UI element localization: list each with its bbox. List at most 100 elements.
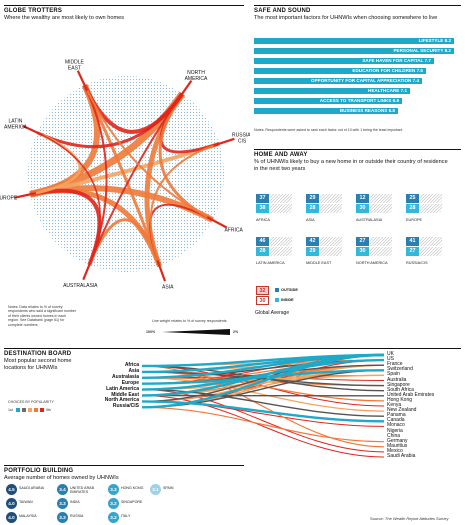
portfolio-value: 3.3: [57, 498, 68, 509]
region-spoke: [206, 216, 228, 229]
inside-value: 27: [406, 247, 419, 256]
region-spoke: [22, 124, 44, 137]
outside-value: 41: [406, 237, 419, 246]
portfolio-title: PORTFOLIO BUILDING: [4, 468, 74, 474]
portfolio-country: UNITED ARAB EMIRATES: [70, 485, 94, 494]
home-cell: 12 30: [356, 194, 394, 213]
outside-swatch: [275, 288, 279, 292]
outside-fill: [320, 194, 342, 203]
outside-fill: [420, 194, 442, 203]
home-region-label: NORTH AMERICA: [356, 261, 388, 265]
outside-value: 46: [256, 237, 269, 246]
destination-label: China: [387, 432, 401, 439]
chord-line: [36, 92, 184, 149]
safe-notes: Notes: Respondents were asked to rank ea…: [254, 128, 403, 132]
portfolio-item: 3.4 UNITED ARAB EMIRATES: [57, 484, 107, 495]
destination-label: Kenya: [387, 402, 402, 408]
home-cell: 29 28: [306, 194, 344, 213]
home-region-label: EUROPE: [406, 218, 423, 222]
outside-fill: [320, 237, 342, 246]
origin-label: Latin America: [106, 385, 139, 392]
portfolio-country: RUSSIA: [70, 513, 84, 518]
portfolio-value: 4.5: [6, 484, 17, 495]
portfolio-item: 4.0 MALAYSIA: [6, 512, 56, 523]
inside-fill: [320, 247, 342, 256]
dest-title: DESTINATION BOARD: [4, 351, 72, 357]
global-inside: 30: [256, 296, 269, 305]
portfolio-country: MALAYSIA: [19, 513, 37, 518]
destination-label: Canada: [387, 417, 405, 424]
home-cell: 46 28: [256, 237, 294, 256]
factor-bar: SAFE HAVEN FOR CAPITAL 7.7: [254, 58, 434, 65]
region-spoke: [82, 258, 93, 281]
inside-fill: [320, 204, 342, 213]
inside-value: 38: [256, 204, 269, 213]
home-cell: 37 38: [256, 194, 294, 213]
line-weight-legend-title: Line weight relates to % of survey respo…: [152, 319, 227, 323]
portfolio-value: 3.2: [108, 512, 119, 523]
portfolio-value: 3.1: [150, 484, 161, 495]
inside-legend: INSIDE: [275, 298, 294, 302]
outside-fill: [270, 237, 292, 246]
portfolio-country: SAUDI ARABIA: [19, 485, 44, 490]
outside-value: 29: [306, 194, 319, 203]
home-region-label: ASIA: [306, 218, 315, 222]
outside-label: OUTSIDE: [281, 288, 298, 292]
home-region-label: RUSSIA/CIS: [406, 261, 428, 265]
origin-label: Europe: [121, 379, 139, 386]
portfolio-item: 3.3 RUSSIA: [57, 512, 107, 523]
region-label: MIDDLE EAST: [65, 59, 85, 71]
globe-subtitle: Where the wealthy are most likely to own…: [4, 15, 125, 21]
flow-line: [141, 388, 385, 417]
destination-label: Hong Kong: [387, 396, 413, 403]
inside-fill: [420, 247, 442, 256]
portfolio-item: 3.2 ITALY: [108, 512, 158, 523]
factor-bar: HEALTHCARE 7.1: [254, 88, 410, 95]
destination-label: Monaco: [387, 422, 405, 429]
factor-bar: ACCESS TO TRANSPORT LINKS 6.9: [254, 98, 402, 105]
flow-line: [141, 353, 385, 409]
destination-label: US: [387, 356, 394, 363]
inside-value: 30: [356, 247, 369, 256]
portfolio-item: 3.3 INDIA: [57, 498, 107, 509]
portfolio-value: 3.3: [57, 512, 68, 523]
destination-label: France: [387, 361, 403, 368]
legend-max: 100%: [146, 330, 156, 334]
safe-top-rule: [254, 5, 461, 6]
global-average-cell: 32 30: [256, 286, 294, 305]
destination-label: Germany: [387, 437, 408, 444]
portfolio-value: 3.2: [108, 498, 119, 509]
inside-fill: [420, 204, 442, 213]
outside-value: 42: [306, 237, 319, 246]
origin-label: Australasia: [112, 373, 139, 380]
dest-top-rule: [4, 348, 461, 349]
home-region-label: LATIN AMERICA: [256, 261, 285, 265]
home-cell: 41 27: [406, 237, 444, 256]
destination-label: UK: [387, 351, 394, 357]
factor-bar: LIFESTYLE 8.2: [254, 38, 454, 45]
destination-label: Singapore: [387, 381, 410, 388]
flow-line: [141, 377, 385, 412]
portfolio-item: 3.2 SINGAPORE: [108, 498, 158, 509]
globe-background: [28, 76, 224, 272]
region-label: RUSSIA/CIS: [232, 132, 250, 144]
destination-label: Saudi Arabia: [387, 453, 416, 459]
portfolio-country: SPAIN: [163, 485, 174, 490]
factor-bar: EDUCATION FOR CHILDREN 7.5: [254, 68, 426, 75]
portfolio-item: 4.5 SAUDI ARABIA: [6, 484, 56, 495]
outside-legend: OUTSIDE: [275, 288, 298, 292]
global-outside: 32: [256, 286, 269, 295]
region-label: ASIA: [162, 285, 174, 291]
source-note: Source: The Wealth Report Attitudes Surv…: [370, 516, 449, 521]
outside-fill: [370, 194, 392, 203]
destination-label: United Arab Emirates: [387, 391, 435, 398]
portfolio-subtitle: Average number of homes owned by UHNWIs: [4, 475, 119, 481]
destination-label: South Africa: [387, 386, 414, 393]
inside-fill: [370, 204, 392, 213]
home-cell: 42 29: [306, 237, 344, 256]
destination-label: Nigeria: [387, 427, 403, 434]
portfolio-country: SINGAPORE: [121, 499, 143, 504]
outside-fill: [370, 237, 392, 246]
globe-notes: Notes: Data relates to % of survey respo…: [8, 305, 77, 327]
